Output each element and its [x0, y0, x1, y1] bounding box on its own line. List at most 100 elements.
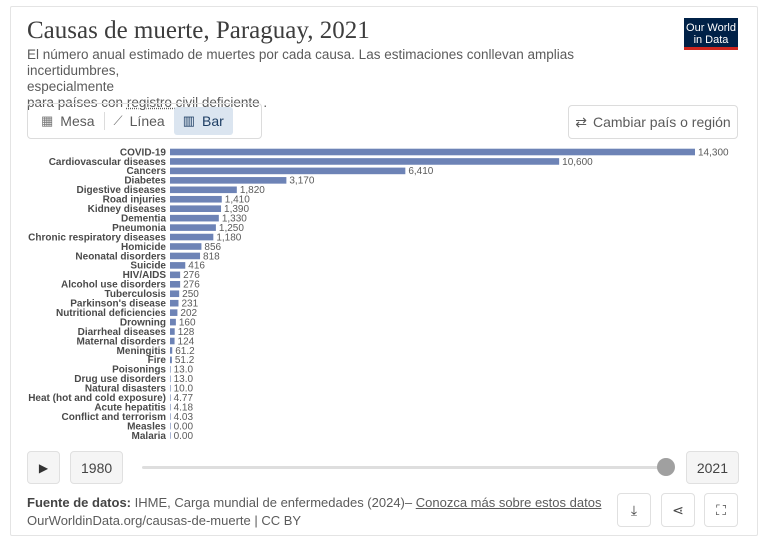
footer: Fuente de datos: IHME, Carga mundial de …	[27, 494, 601, 530]
bar[interactable]	[170, 167, 406, 175]
value-label: 61.2	[175, 346, 195, 357]
bar[interactable]	[170, 271, 181, 279]
subtitle-line-3: para países con registro civil deficient…	[27, 95, 667, 111]
category-label: Fire	[148, 355, 167, 366]
category-label: Conflict and terrorism	[62, 412, 167, 423]
download-button[interactable]: ⤓	[617, 493, 651, 527]
category-label: Diarrheal diseases	[78, 327, 167, 338]
url-line: OurWorldinData.org/causas-de-muerte | CC…	[27, 513, 302, 528]
category-label: Suicide	[130, 261, 166, 272]
bar[interactable]	[170, 318, 176, 326]
value-label: 124	[178, 336, 195, 347]
bar[interactable]	[170, 186, 237, 194]
learn-more-link[interactable]: Conozca más sobre estos datos	[415, 495, 602, 510]
category-label: Neonatal disorders	[75, 251, 166, 262]
value-label: 4.77	[174, 393, 194, 404]
bar[interactable]	[170, 347, 173, 354]
share-icon: ⋖	[672, 501, 684, 518]
value-label: 0.00	[174, 431, 194, 442]
bar[interactable]	[170, 328, 175, 335]
bar[interactable]	[170, 384, 171, 392]
fullscreen-icon: ⛶	[716, 501, 726, 518]
category-label: Acute hepatitis	[94, 402, 166, 413]
value-label: 51.2	[175, 355, 195, 366]
value-label: 818	[203, 251, 220, 262]
tab-table[interactable]: ▦ Mesa	[32, 107, 104, 135]
value-label: 4.03	[174, 412, 194, 423]
owid-logo[interactable]: Our World in Data	[684, 18, 738, 50]
bar-chart-icon: ▥	[182, 113, 195, 128]
tab-line-label: Línea	[129, 113, 165, 129]
bar[interactable]	[170, 214, 219, 222]
category-label: Drug use disorders	[74, 374, 166, 385]
tab-table-label: Mesa	[60, 113, 95, 129]
source-text: IHME, Carga mundial de enfermedades (202…	[131, 495, 416, 510]
bar[interactable]	[170, 337, 175, 345]
value-label: 276	[183, 270, 200, 281]
bar[interactable]	[170, 252, 201, 260]
tab-bar[interactable]: ▥ Bar	[173, 107, 233, 135]
bar[interactable]	[170, 375, 171, 383]
category-label: Poisonings	[112, 365, 166, 376]
bar[interactable]	[170, 262, 186, 269]
bar[interactable]	[170, 148, 695, 156]
bar[interactable]	[170, 394, 171, 401]
bar[interactable]	[170, 177, 287, 184]
bar[interactable]	[170, 243, 202, 250]
source-label: Fuente de datos:	[27, 495, 132, 510]
fullscreen-button[interactable]: ⛶	[704, 493, 738, 527]
category-label: Road injuries	[103, 195, 167, 206]
play-icon: ▶	[38, 460, 49, 475]
bar[interactable]	[170, 290, 180, 298]
value-label: 128	[178, 327, 195, 338]
value-label: 10,600	[562, 157, 593, 168]
category-label: Meningitis	[117, 346, 167, 357]
page-subtitle: El número anual estimado de muertes por …	[27, 47, 667, 111]
tab-line[interactable]: ⟋ Línea	[105, 107, 174, 135]
bar[interactable]	[170, 403, 171, 411]
bar[interactable]	[170, 233, 214, 241]
category-label: Homicide	[121, 242, 166, 253]
timeline-track[interactable]	[142, 466, 667, 469]
category-label: Measles	[127, 421, 166, 432]
value-label: 856	[204, 242, 221, 253]
change-country-button[interactable]: ⇄ Cambiar país o región	[568, 105, 738, 139]
bar[interactable]	[170, 432, 171, 439]
bar[interactable]	[170, 309, 178, 316]
bar[interactable]	[170, 158, 560, 165]
category-label: Natural disasters	[85, 384, 167, 395]
bar[interactable]	[170, 195, 222, 203]
value-label: 1,390	[224, 204, 249, 215]
bar[interactable]	[170, 224, 216, 231]
bar[interactable]	[170, 366, 171, 373]
tab-bar-label: Bar	[201, 113, 224, 129]
bar[interactable]	[170, 413, 171, 420]
timeline: ▶ 1980 2021	[27, 451, 739, 485]
value-label: 202	[180, 308, 197, 319]
registro-civil-link[interactable]: registro civil	[126, 95, 199, 110]
category-label: Cancers	[127, 166, 167, 177]
bar[interactable]	[170, 299, 179, 307]
timeline-handle[interactable]	[657, 458, 675, 476]
chart-frame	[10, 6, 758, 536]
value-label: 14,300	[698, 147, 729, 158]
start-year-button[interactable]: 1980	[70, 451, 124, 484]
view-tabs: ▦ Mesa ⟋ Línea ▥ Bar	[27, 103, 262, 139]
category-label: Malaria	[132, 431, 167, 442]
value-label: 1,330	[222, 213, 247, 224]
end-year-button[interactable]: 2021	[685, 451, 739, 484]
play-button[interactable]: ▶	[27, 451, 60, 484]
tab-separator	[103, 112, 105, 130]
category-label: Chronic respiratory diseases	[28, 232, 166, 243]
value-label: 1,820	[240, 185, 265, 196]
value-label: 6,410	[408, 166, 433, 177]
category-label: Tuberculosis	[105, 289, 167, 300]
category-label: Parkinson's disease	[70, 299, 166, 310]
download-icon: ⤓	[630, 501, 638, 518]
share-button[interactable]: ⋖	[661, 493, 695, 527]
bar[interactable]	[170, 205, 222, 212]
bar[interactable]	[170, 281, 181, 288]
bar[interactable]	[170, 356, 172, 364]
bar[interactable]	[170, 422, 171, 430]
